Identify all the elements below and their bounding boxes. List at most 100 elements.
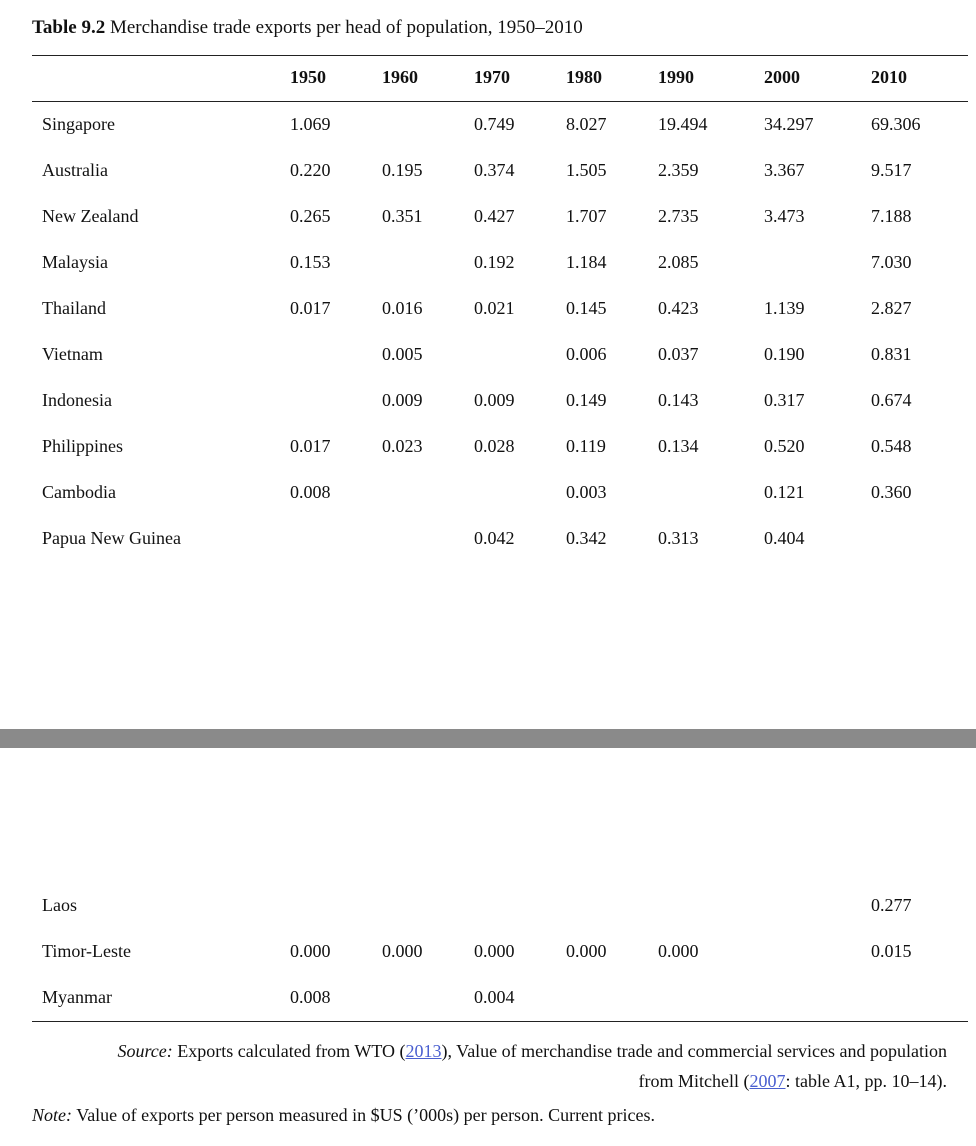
table-cell: 0.000 bbox=[290, 941, 331, 961]
table-cell: 7.188 bbox=[871, 206, 912, 226]
source-text-3: : table A1, pp. 10–14). bbox=[785, 1071, 947, 1091]
table-cell: 9.517 bbox=[871, 160, 912, 180]
table-row: Philippines 0.017 0.023 0.028 0.119 0.134 0.52… bbox=[0, 436, 976, 460]
table-cell: 0.009 bbox=[474, 390, 515, 410]
table-cell: 1.184 bbox=[566, 252, 607, 272]
table-cell: 0.520 bbox=[764, 436, 805, 456]
note-label: Note: bbox=[32, 1105, 72, 1125]
column-header-1980: 1980 bbox=[566, 67, 602, 87]
table-cell: 0.548 bbox=[871, 436, 912, 456]
column-header-2000: 2000 bbox=[764, 67, 800, 87]
table-cell: 0.009 bbox=[382, 390, 423, 410]
table-cell: 1.505 bbox=[566, 160, 607, 180]
column-header-1990: 1990 bbox=[658, 67, 694, 87]
table-cell: 0.000 bbox=[474, 941, 515, 961]
table-cell: 0.351 bbox=[382, 206, 423, 226]
column-header-1970: 1970 bbox=[474, 67, 510, 87]
column-header-2010: 2010 bbox=[871, 67, 907, 87]
table-row: Australia 0.220 0.195 0.374 1.505 2.359 3.367 9… bbox=[0, 160, 976, 184]
table-cell: 0.119 bbox=[566, 436, 606, 456]
table-cell: 0.015 bbox=[871, 941, 912, 961]
table-note: Note: Value of exports per person measur… bbox=[32, 1105, 655, 1126]
table-cell: 3.473 bbox=[764, 206, 805, 226]
row-label: Malaysia bbox=[42, 252, 108, 272]
table-cell: 2.359 bbox=[658, 160, 699, 180]
table-cell: 0.145 bbox=[566, 298, 607, 318]
table-cell: 0.005 bbox=[382, 344, 423, 364]
table-cell: 0.037 bbox=[658, 344, 699, 364]
table-cell: 0.023 bbox=[382, 436, 423, 456]
table-cell: 0.000 bbox=[658, 941, 699, 961]
table-cell: 0.143 bbox=[658, 390, 699, 410]
table-bottom-rule bbox=[32, 1021, 968, 1022]
table-cell: 0.008 bbox=[290, 482, 331, 502]
page-break-divider bbox=[0, 729, 976, 748]
table-cell: 0.149 bbox=[566, 390, 607, 410]
table-cell: 0.195 bbox=[382, 160, 423, 180]
row-label: Cambodia bbox=[42, 482, 116, 502]
row-label: Laos bbox=[42, 895, 77, 915]
row-label: Myanmar bbox=[42, 987, 112, 1007]
table-row: Papua New Guinea 0.042 0.342 0.313 0.404 bbox=[0, 528, 976, 552]
table-cell: 0.317 bbox=[764, 390, 805, 410]
table-cell: 0.342 bbox=[566, 528, 607, 548]
table-cell: 34.297 bbox=[764, 114, 814, 134]
table-cell: 2.827 bbox=[871, 298, 912, 318]
row-label: New Zealand bbox=[42, 206, 139, 226]
table-cell: 0.374 bbox=[474, 160, 515, 180]
table-cell: 2.735 bbox=[658, 206, 699, 226]
row-label: Singapore bbox=[42, 114, 115, 134]
table-cell: 7.030 bbox=[871, 252, 912, 272]
table-cell: 1.139 bbox=[764, 298, 805, 318]
table-cell: 0.021 bbox=[474, 298, 515, 318]
source-text-2: ), Value of merchandise trade and commer… bbox=[441, 1041, 947, 1091]
table-cell: 0.017 bbox=[290, 298, 331, 318]
table-cell: 0.674 bbox=[871, 390, 912, 410]
table-cell: 0.006 bbox=[566, 344, 607, 364]
table-cell: 19.494 bbox=[658, 114, 708, 134]
source-label: Source: bbox=[117, 1041, 173, 1061]
table-cell: 0.831 bbox=[871, 344, 912, 364]
table-cell: 0.042 bbox=[474, 528, 515, 548]
table-cell: 0.360 bbox=[871, 482, 912, 502]
source-text-1: Exports calculated from WTO ( bbox=[177, 1041, 406, 1061]
column-header-1950: 1950 bbox=[290, 67, 326, 87]
table-row: Malaysia 0.153 0.192 1.184 2.085 7.030 bbox=[0, 252, 976, 276]
row-label: Thailand bbox=[42, 298, 106, 318]
table-cell: 0.749 bbox=[474, 114, 515, 134]
row-label: Papua New Guinea bbox=[42, 528, 181, 548]
table-row: Laos 0.277 bbox=[0, 895, 976, 919]
note-text: Value of exports per person measured in … bbox=[76, 1105, 656, 1125]
table-cell: 0.121 bbox=[764, 482, 805, 502]
table-cell: 3.367 bbox=[764, 160, 805, 180]
row-label: Timor-Leste bbox=[42, 941, 131, 961]
table-cell: 0.190 bbox=[764, 344, 805, 364]
row-label: Indonesia bbox=[42, 390, 112, 410]
table-row: Indonesia 0.009 0.009 0.149 0.143 0.317 0.674 bbox=[0, 390, 976, 414]
table-cell: 0.003 bbox=[566, 482, 607, 502]
mitchell-2007-link[interactable]: 2007 bbox=[749, 1071, 786, 1091]
table-row: Myanmar 0.008 0.004 bbox=[0, 987, 976, 1011]
table-cell: 0.277 bbox=[871, 895, 912, 915]
table-cell: 0.008 bbox=[290, 987, 331, 1007]
row-label: Vietnam bbox=[42, 344, 103, 364]
table-cell: 69.306 bbox=[871, 114, 921, 134]
table-cell: 0.016 bbox=[382, 298, 423, 318]
table-cell: 0.265 bbox=[290, 206, 331, 226]
table-cell: 0.313 bbox=[658, 528, 699, 548]
table-caption: Table 9.2 Merchandise trade exports per … bbox=[32, 17, 583, 39]
table-top-rule bbox=[32, 55, 968, 56]
table-cell: 0.153 bbox=[290, 252, 331, 272]
table-cell: 0.134 bbox=[658, 436, 699, 456]
table-row: Vietnam 0.005 0.006 0.037 0.190 0.831 bbox=[0, 344, 976, 368]
column-header-1960: 1960 bbox=[382, 67, 418, 87]
table-row: New Zealand 0.265 0.351 0.427 1.707 2.735 3.47… bbox=[0, 206, 976, 230]
table-header-rule bbox=[32, 101, 968, 102]
table-cell: 0.220 bbox=[290, 160, 331, 180]
table-row: Singapore 1.069 0.749 8.027 19.494 34.297 69.3… bbox=[0, 114, 976, 138]
table-cell: 0.427 bbox=[474, 206, 515, 226]
table-cell: 0.192 bbox=[474, 252, 515, 272]
table-cell: 2.085 bbox=[658, 252, 699, 272]
table-cell: 0.000 bbox=[566, 941, 607, 961]
wto-2013-link[interactable]: 2013 bbox=[405, 1041, 442, 1061]
